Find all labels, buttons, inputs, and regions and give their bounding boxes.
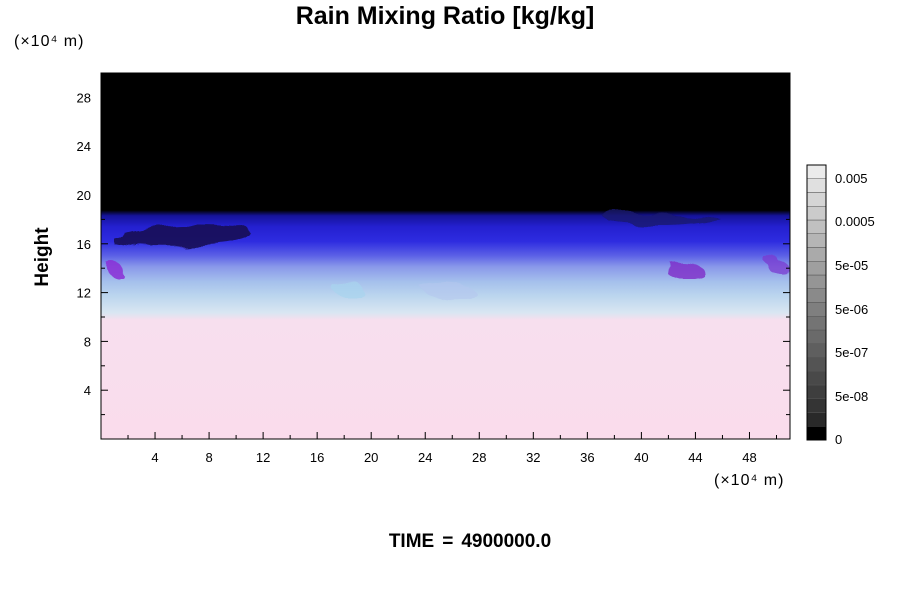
x-tick-label: 4 (151, 450, 158, 465)
colorbar-swatch (806, 247, 827, 262)
y-tick-label: 16 (77, 237, 91, 252)
colorbar-swatch (806, 343, 827, 358)
y-tick-label: 20 (77, 188, 91, 203)
colorbar: 0.005 0.0005 5e-05 5e-06 5e-07 5e-08 0 (806, 164, 875, 447)
y-tick-label: 24 (77, 139, 91, 154)
y-tick-label: 12 (77, 286, 91, 301)
colorbar-label: 5e-08 (835, 389, 868, 404)
x-tick-label: 8 (205, 450, 212, 465)
y-tick-label: 8 (84, 334, 91, 349)
colorbar-swatch (806, 302, 827, 317)
x-tick-label: 44 (688, 450, 702, 465)
x-tick-label: 32 (526, 450, 540, 465)
colorbar-swatch (806, 261, 827, 276)
colorbar-swatch (806, 164, 827, 179)
colorbar-label: 0 (835, 432, 842, 447)
chart-title: Rain Mixing Ratio [kg/kg] (295, 2, 595, 30)
colorbar-label: 5e-05 (835, 258, 868, 273)
time-equals: = (442, 531, 454, 552)
colorbar-swatch (806, 192, 827, 207)
y-axis-label: Height (32, 227, 53, 287)
magenta-patch (765, 257, 790, 274)
y-tick-label: 28 (77, 90, 91, 105)
x-tick-label: 20 (364, 450, 378, 465)
colorbar-swatch (806, 206, 827, 221)
x-tick-label: 12 (256, 450, 270, 465)
x-axis: 4 8 12 16 20 24 28 32 36 40 44 48 (127, 73, 777, 465)
colorbar-swatch (806, 398, 827, 413)
magenta-patch (668, 260, 707, 282)
colorbar-swatch (806, 288, 827, 303)
x-tick-label: 28 (472, 450, 486, 465)
colorbar-frame (806, 164, 827, 441)
colorbar-swatch (806, 178, 827, 193)
colorbar-swatch (806, 219, 827, 234)
colorbar-swatch (806, 384, 827, 399)
colorbar-swatch (806, 274, 827, 289)
plot-frame (100, 72, 791, 440)
colorbar-label: 0.005 (835, 171, 868, 186)
dark-cloud-blob (600, 211, 720, 226)
dark-cloud-blob (112, 224, 252, 247)
colorbar-swatch (806, 329, 827, 344)
colorbar-swatch (806, 233, 827, 248)
heatmap-field (101, 73, 790, 439)
colorbar-swatch (806, 371, 827, 386)
colorbar-swatch (806, 426, 827, 441)
colorbar-swatch (806, 412, 827, 427)
time-readout: TIME = 4900000.0 (0, 531, 900, 553)
time-label: TIME (388, 531, 435, 552)
x-tick-label: 48 (742, 450, 756, 465)
x-unit-label: (×10⁴ m) (714, 472, 785, 489)
x-tick-label: 36 (580, 450, 594, 465)
light-patch (420, 283, 476, 300)
y-unit-label: (×10⁴ m) (14, 33, 85, 50)
colorbar-swatch (806, 357, 827, 372)
colorbar-label: 5e-07 (835, 345, 868, 360)
x-tick-label: 40 (634, 450, 648, 465)
y-axis: 4 8 12 16 20 24 28 (77, 90, 790, 416)
light-patch (330, 279, 363, 298)
time-value: 4900000.0 (461, 531, 552, 552)
x-tick-label: 16 (310, 450, 324, 465)
magenta-patch (105, 260, 123, 278)
y-tick-label: 4 (84, 383, 91, 398)
colorbar-swatch (806, 316, 827, 331)
colorbar-label: 5e-06 (835, 302, 868, 317)
x-tick-label: 24 (418, 450, 432, 465)
colorbar-label: 0.0005 (835, 214, 875, 229)
